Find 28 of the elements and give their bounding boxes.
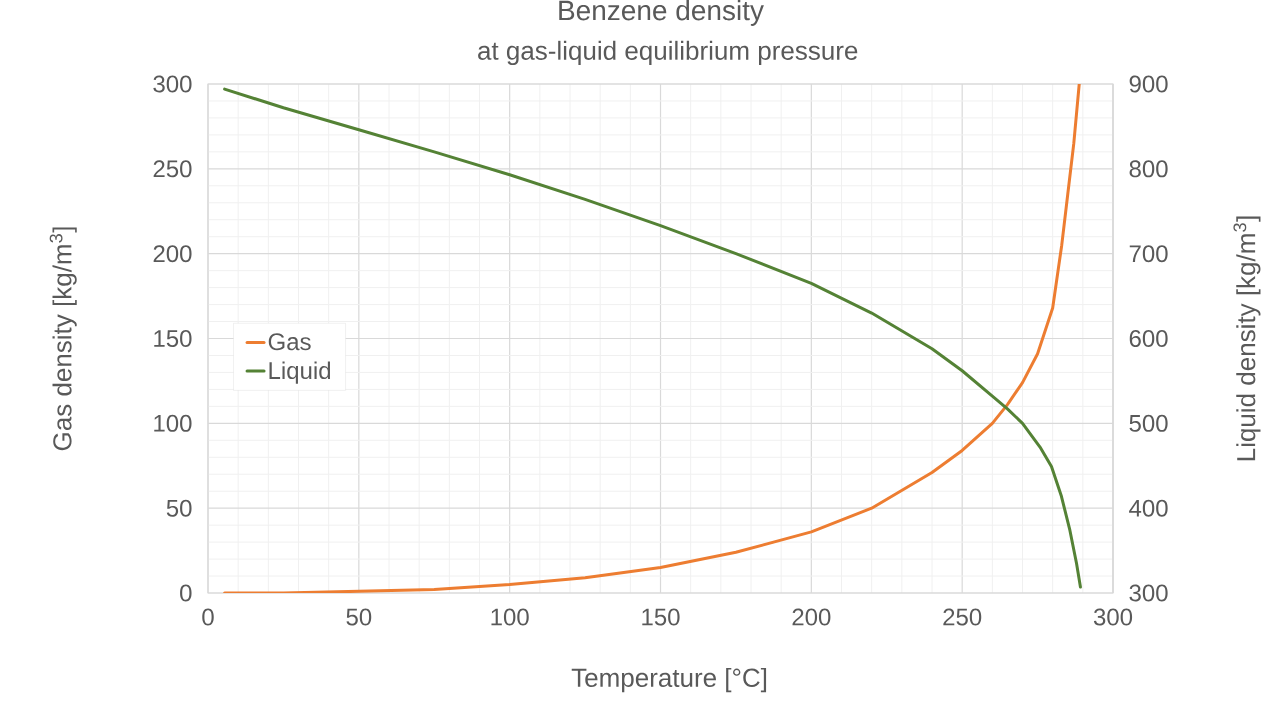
x-tick-label: 300 — [1093, 608, 1133, 626]
x-axis-title: Temperature [°C] — [571, 667, 767, 693]
x-tick-label: 250 — [943, 608, 982, 626]
y-axis-title: Gas density [kg/m$^{3}$] — [49, 227, 77, 451]
x-tick-label: 100 — [491, 608, 529, 626]
y-tick-label: 0 — [180, 584, 192, 602]
y-tick-label: 150 — [154, 329, 192, 347]
y2-tick-label: 400 — [1129, 499, 1168, 517]
chart-title: Benzene density — [559, 0, 764, 26]
y2-axis-title: Liquid density [kg/m$^{3}$] — [1233, 216, 1261, 461]
y2-tick-label: 600 — [1129, 329, 1168, 347]
y-tick-label: 100 — [154, 414, 192, 432]
legend-label: Liquid — [269, 361, 331, 384]
y2-tick-label: 300 — [1129, 584, 1168, 602]
x-tick-label: 150 — [642, 608, 680, 626]
y2-tick-label: 900 — [1129, 75, 1168, 93]
y2-tick-label: 800 — [1129, 160, 1168, 178]
x-tick-label: 0 — [202, 608, 214, 626]
x-tick-label: 50 — [346, 608, 372, 626]
y-tick-label: 50 — [166, 499, 192, 517]
y2-tick-label: 700 — [1129, 245, 1168, 263]
y-tick-label: 250 — [153, 160, 192, 178]
legend-label: Gas — [268, 333, 311, 351]
x-tick-label: 200 — [792, 608, 831, 626]
y2-tick-label: 500 — [1129, 414, 1168, 432]
chart-subtitle: at gas-liquid equilibrium pressure — [478, 40, 858, 66]
y-tick-label: 200 — [153, 245, 192, 263]
y-tick-label: 300 — [153, 75, 192, 93]
